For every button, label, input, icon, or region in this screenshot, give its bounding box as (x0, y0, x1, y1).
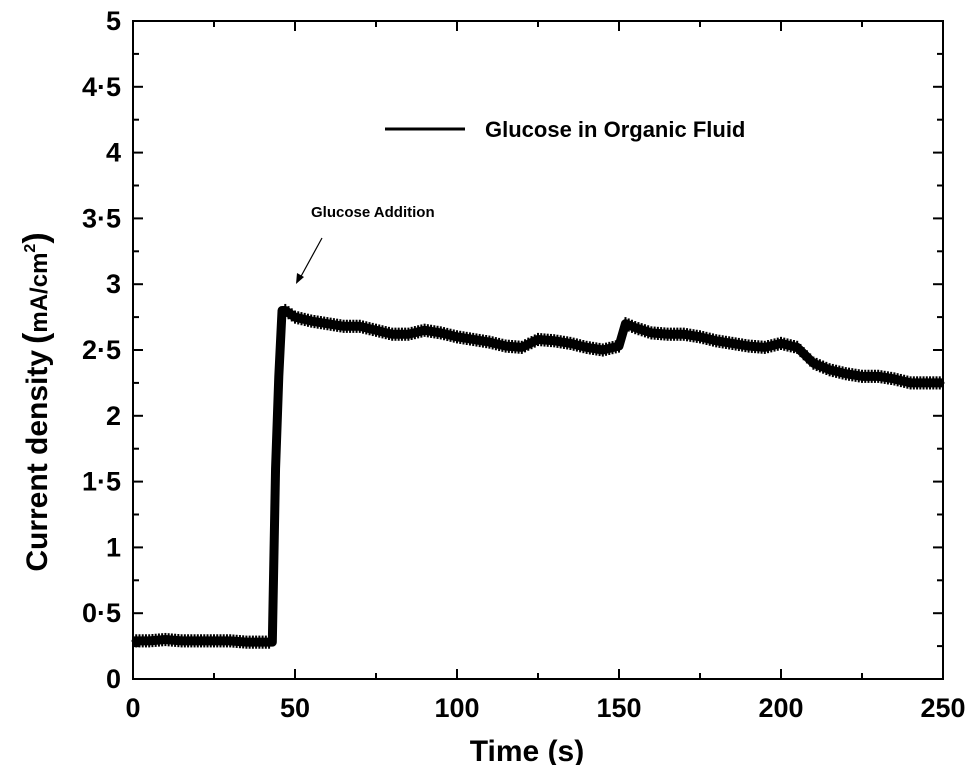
series-point (714, 339, 718, 343)
series-point (228, 639, 232, 643)
series-point (342, 324, 346, 328)
series-point (860, 374, 864, 378)
series-point (293, 315, 297, 319)
series-point (309, 319, 313, 323)
y-axis-title-unit: mA/cm (26, 253, 53, 333)
series-line-0 (133, 306, 943, 647)
legend-label: Glucose in Organic Fluid (485, 117, 745, 142)
series-point (811, 361, 815, 365)
series-point (795, 345, 799, 349)
series-point (909, 381, 913, 385)
annotation-arrow (298, 237, 323, 281)
y-tick-label: 3 (106, 269, 121, 299)
annotation-arrowhead (296, 273, 304, 284)
series-point (212, 639, 216, 643)
y-tick-label: 1·5 (82, 467, 121, 497)
series-point (633, 326, 637, 330)
annotation-text: Glucose Addition (311, 204, 435, 221)
series-point (601, 348, 605, 352)
series-point (623, 322, 627, 326)
series-point (270, 640, 274, 644)
series-point (763, 345, 767, 349)
x-axis-title: Time (s) (470, 735, 584, 765)
axes: 0 50 100 150 200 250 0 0·5 1 1·5 2 2·5 3 3·5 4 4·5 5 (82, 6, 966, 723)
series-point (876, 374, 880, 378)
series-point (617, 344, 621, 348)
plot-area (131, 303, 945, 649)
legend: Glucose in Organic Fluid (385, 117, 745, 142)
x-tick-label: 200 (758, 693, 803, 723)
series-point (585, 345, 589, 349)
series-point (828, 368, 832, 372)
series-point (487, 340, 491, 344)
series-point (274, 466, 278, 470)
x-tick-label: 0 (125, 693, 140, 723)
x-tick-label: 50 (280, 693, 310, 723)
series-point (925, 381, 929, 385)
series-point (439, 331, 443, 335)
series-point (568, 341, 572, 345)
series-point (406, 332, 410, 336)
y-tick-label: 3·5 (82, 203, 121, 233)
series-point (844, 372, 848, 376)
series-point (261, 640, 265, 644)
y-axis-title: Current density(mA/cm2) (17, 232, 55, 571)
series-point (698, 335, 702, 339)
series-point (374, 328, 378, 332)
series-point (682, 332, 686, 336)
y-tick-label: 1 (106, 532, 121, 562)
y-axis-title-unit-sup: 2 (22, 244, 39, 253)
series-point (471, 337, 475, 341)
series-point (536, 337, 540, 341)
series-point (180, 639, 184, 643)
y-tick-label: 4·5 (82, 72, 121, 102)
series-point (277, 374, 281, 378)
series-point (892, 377, 896, 381)
x-tick-label: 100 (434, 693, 479, 723)
series-point (163, 638, 167, 642)
y-axis-title-main: Current density (21, 350, 54, 572)
series-point (520, 345, 524, 349)
y-tick-label: 2·5 (82, 335, 121, 365)
series-point (196, 639, 200, 643)
series-point (325, 322, 329, 326)
series-point (283, 309, 287, 313)
y-tick-label: 4 (106, 138, 121, 168)
series-point (280, 309, 284, 313)
series-point (779, 341, 783, 345)
series-point (649, 331, 653, 335)
series-point (747, 344, 751, 348)
y-tick-label: 0 (106, 664, 121, 694)
series-point (455, 335, 459, 339)
annotation: Glucose Addition (296, 204, 435, 284)
y-tick-label: 2 (106, 401, 121, 431)
series-point (423, 328, 427, 332)
series-point (504, 344, 508, 348)
series-point (730, 341, 734, 345)
series-point (552, 339, 556, 343)
series-point (244, 640, 248, 644)
series-point (358, 324, 362, 328)
y-tick-label: 5 (106, 6, 121, 36)
x-tick-label: 150 (596, 693, 641, 723)
y-tick-label: 0·5 (82, 598, 121, 628)
x-tick-label: 250 (920, 693, 965, 723)
series-point (390, 332, 394, 336)
series-point (666, 332, 670, 336)
series-point (147, 639, 151, 643)
